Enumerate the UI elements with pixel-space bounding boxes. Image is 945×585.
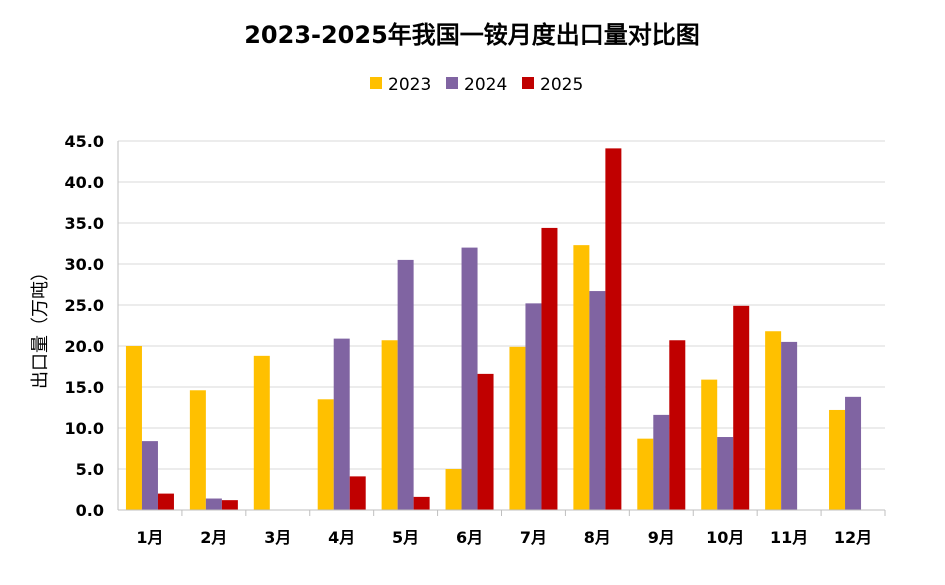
bar-2025-8月	[605, 148, 622, 510]
y-tick-label: 0.0	[76, 501, 104, 520]
bar-2023-6月	[445, 469, 462, 510]
bar-2023-11月	[765, 331, 782, 510]
bar-2025-4月	[349, 476, 366, 510]
bar-2023-12月	[829, 409, 846, 510]
bar-2024-10月	[717, 437, 734, 510]
chart-title: 2023-2025年我国一铵月度出口量对比图	[244, 21, 700, 49]
x-tick-label: 12月	[834, 528, 872, 547]
x-tick-label: 2月	[200, 528, 227, 547]
x-tick-label: 9月	[648, 528, 675, 547]
legend-swatch-2023	[370, 77, 382, 89]
bar-2024-2月	[205, 498, 222, 510]
bar-2024-11月	[781, 341, 798, 510]
y-tick-label: 5.0	[76, 460, 104, 479]
x-tick-label: 11月	[770, 528, 808, 547]
bar-2025-5月	[413, 496, 430, 510]
x-tick-label: 5月	[392, 528, 419, 547]
x-tick-label: 4月	[328, 528, 355, 547]
bar-2023-5月	[381, 340, 398, 510]
bar-2024-1月	[141, 441, 158, 510]
bar-2024-8月	[589, 291, 606, 510]
legend: 2023 2024 2025	[370, 75, 583, 95]
bar-2023-3月	[253, 355, 270, 510]
y-tick-label: 45.0	[65, 132, 104, 151]
y-tick-label: 20.0	[65, 337, 104, 356]
bar-2023-7月	[509, 346, 526, 510]
legend-swatch-2025	[522, 77, 534, 89]
legend-label: 2024	[464, 75, 507, 95]
bar-2023-9月	[637, 438, 654, 510]
bar-2023-10月	[701, 379, 718, 510]
bar-2024-4月	[333, 338, 350, 510]
bar-2023-1月	[125, 346, 142, 510]
x-tick-label: 8月	[584, 528, 611, 547]
y-tick-label: 10.0	[65, 419, 104, 438]
x-tick-label: 7月	[520, 528, 547, 547]
x-tick-label: 6月	[456, 528, 483, 547]
bar-2025-9月	[669, 340, 686, 510]
bar-2025-7月	[541, 227, 558, 511]
bar-2024-7月	[525, 303, 542, 510]
bar-2023-4月	[317, 399, 334, 510]
y-tick-label: 30.0	[65, 255, 104, 274]
legend-label: 2025	[540, 75, 583, 95]
bar-2025-2月	[221, 500, 238, 510]
y-tick-label: 40.0	[65, 173, 104, 192]
legend-swatch-2024	[446, 77, 458, 89]
axes: 0.0 5.0 10.0 15.0 20.0 25.0 30.0 35.0 40.0 45.0 1月…	[65, 132, 886, 547]
bar-2024-5月	[397, 259, 414, 510]
bar-2025-6月	[477, 373, 494, 510]
gridlines	[118, 140, 885, 470]
bar-2024-12月	[845, 396, 862, 510]
x-tick-label: 10月	[706, 528, 744, 547]
y-axis-label: 出口量（万吨）	[30, 263, 51, 389]
bars	[125, 148, 862, 511]
y-tick-label: 35.0	[65, 214, 104, 233]
bar-2025-1月	[157, 493, 174, 510]
legend-label: 2023	[388, 75, 431, 95]
y-tick-label: 15.0	[65, 378, 104, 397]
x-tick-label: 1月	[136, 528, 163, 547]
bar-2024-9月	[653, 414, 670, 510]
y-tick-label: 25.0	[65, 296, 104, 315]
bar-2024-6月	[461, 247, 478, 510]
x-tick-label: 3月	[264, 528, 291, 547]
bar-2023-8月	[573, 245, 590, 510]
bar-2025-10月	[733, 305, 750, 510]
bar-2023-2月	[189, 390, 206, 510]
